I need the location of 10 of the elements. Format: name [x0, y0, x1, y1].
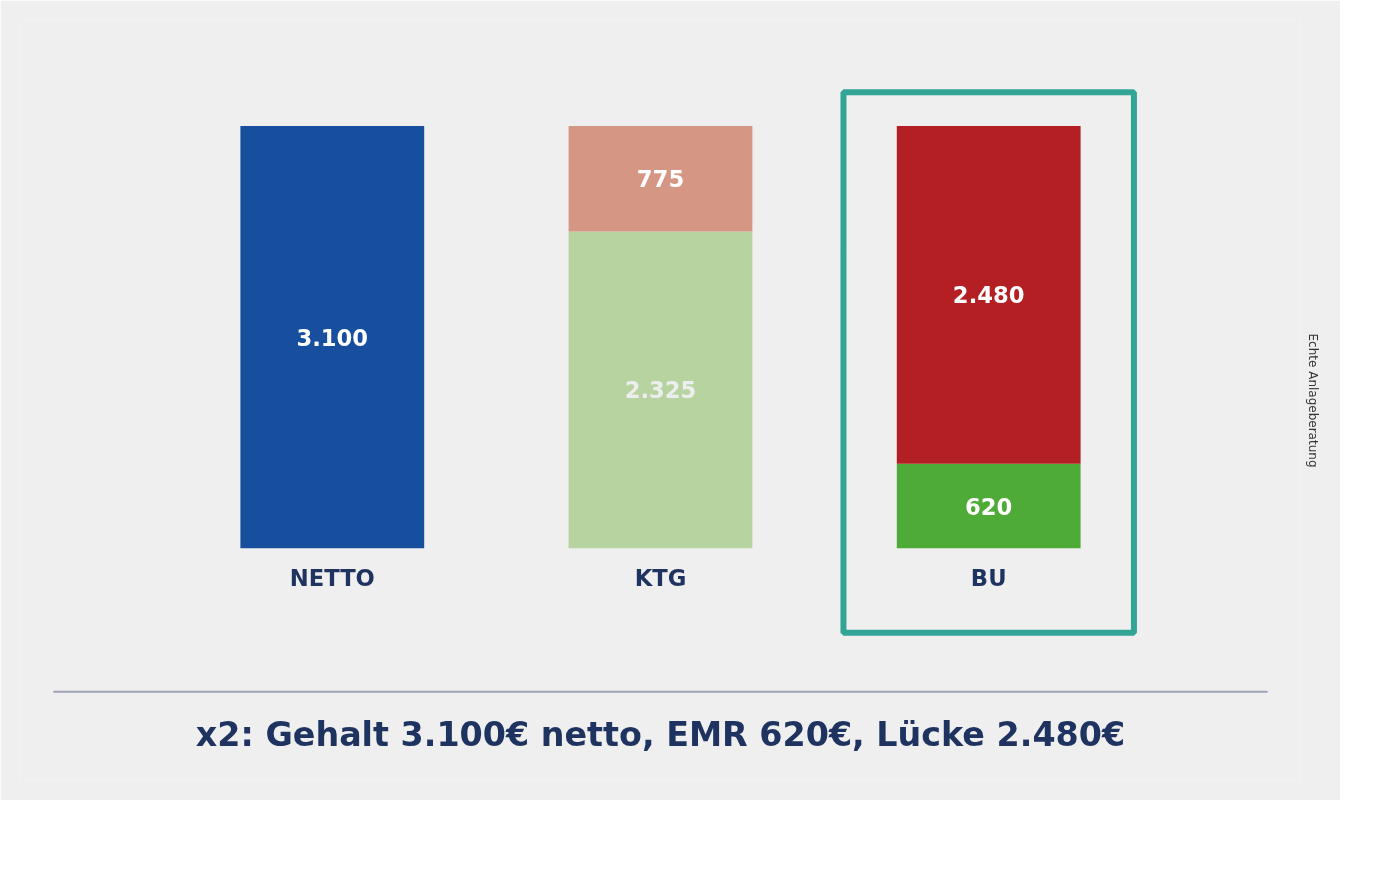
data-label: 2.325 — [624, 377, 697, 404]
data-label: 3.100 — [296, 324, 369, 351]
text: x2: Gehalt 3.100€ netto, EMR 620€, Lücke 2.480€ — [195, 714, 1126, 754]
text: Echte Anlageberatung — [1305, 333, 1320, 468]
x-tick-label: NETTO — [289, 565, 375, 592]
data-label: 620 — [965, 493, 1013, 520]
x-tick-label: BU — [970, 565, 1007, 592]
data-label: 775 — [636, 166, 685, 193]
x-tick-label: KTG — [634, 565, 687, 592]
data-label: 2.480 — [952, 282, 1025, 309]
